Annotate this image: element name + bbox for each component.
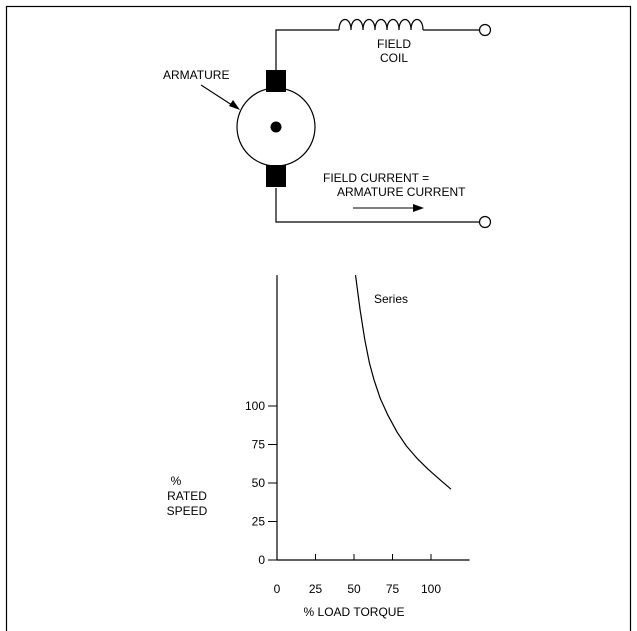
- y-tick-label: 50: [252, 476, 266, 490]
- field-coil-icon: [338, 18, 424, 31]
- wire-top-left: [275, 29, 339, 70]
- x-tick-label: 100: [421, 582, 441, 596]
- y-tick-label: 25: [252, 515, 266, 529]
- y-tick-label: 100: [245, 399, 265, 413]
- series-label: Series: [374, 292, 408, 306]
- x-axis-ticks: 0 25 50 75 100: [274, 554, 441, 596]
- figure-frame: [5, 5, 632, 631]
- series-curve-line: [354, 275, 452, 490]
- y-axis-ticks: 0 25 50 75 100: [245, 399, 277, 567]
- terminal-bottom-icon: [478, 215, 492, 229]
- brush-bottom-icon: [266, 165, 286, 187]
- chart-axes: [276, 275, 470, 561]
- wire-bottom: [275, 188, 479, 223]
- armature-shaft-icon: [270, 121, 282, 133]
- current-note-line2: ARMATURE CURRENT: [337, 185, 466, 199]
- armature-pointer-icon: [200, 84, 236, 108]
- current-arrow-head-icon: [413, 204, 424, 212]
- current-note-line1: FIELD CURRENT =: [323, 171, 429, 185]
- armature-label: ARMATURE: [163, 68, 229, 82]
- brush-top-icon: [266, 70, 286, 92]
- field-coil-label-line2: COIL: [380, 51, 408, 65]
- x-axis-label: % LOAD TORQUE: [304, 605, 405, 619]
- field-coil-label-line1: FIELD: [377, 37, 411, 51]
- x-tick-label: 75: [386, 582, 400, 596]
- y-axis-label-line3: SPEED: [167, 504, 208, 518]
- speed-torque-chart: 0 25 50 75 100 0 25 50 75 100 % LOAD TORQUE % RA…: [167, 275, 470, 619]
- y-tick-label: 75: [252, 438, 266, 452]
- x-tick-label: 25: [309, 582, 323, 596]
- y-axis-label-line1: %: [171, 474, 182, 488]
- chart-curves: [354, 275, 452, 490]
- x-tick-label: 50: [347, 582, 361, 596]
- armature-pointer-head-icon: [229, 100, 240, 110]
- y-tick-label: 0: [258, 553, 265, 567]
- terminal-top-icon: [478, 23, 492, 37]
- y-axis-label-line2: RATED: [167, 489, 207, 503]
- x-tick-label: 0: [274, 582, 281, 596]
